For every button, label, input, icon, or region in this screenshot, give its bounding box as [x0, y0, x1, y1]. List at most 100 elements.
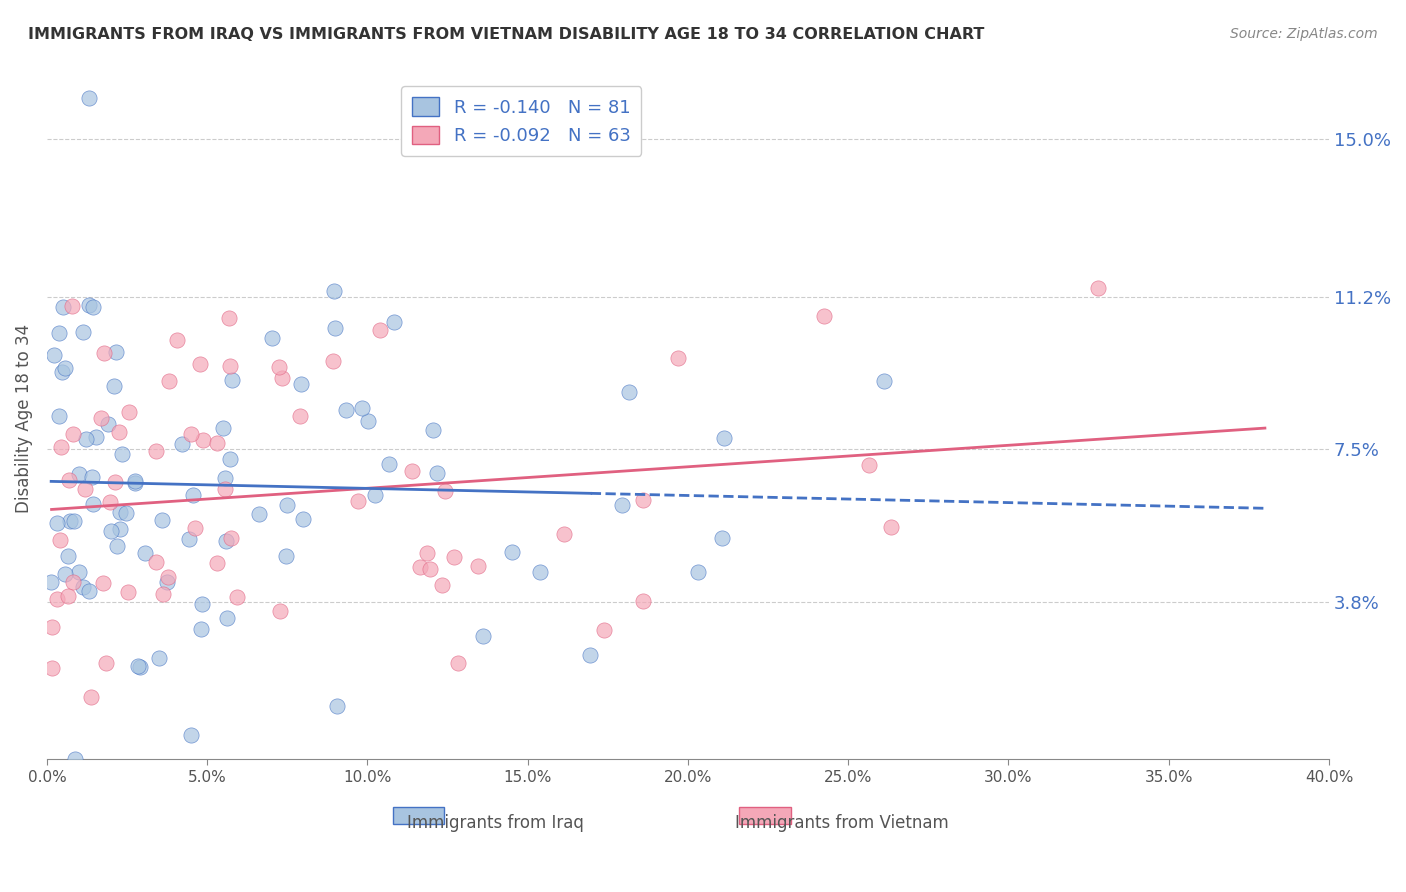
Point	[247, 507, 270, 521]
Point	[104, 475, 127, 490]
Point	[368, 323, 391, 337]
Point	[58, 589, 80, 603]
Point	[214, 482, 236, 496]
Point	[48, 326, 70, 340]
Point	[292, 512, 315, 526]
Point	[214, 470, 236, 484]
Point	[219, 452, 242, 467]
Point	[82, 497, 104, 511]
Point	[82, 300, 104, 314]
Point	[51, 366, 73, 380]
Point	[62, 514, 84, 528]
Point	[467, 558, 489, 573]
Point	[813, 309, 835, 323]
Point	[472, 629, 495, 643]
Point	[145, 444, 167, 458]
Point	[103, 378, 125, 392]
Point	[177, 532, 200, 546]
FancyBboxPatch shape	[740, 807, 790, 824]
Point	[447, 656, 470, 670]
Point	[419, 562, 441, 576]
Point	[105, 539, 128, 553]
Point	[610, 498, 633, 512]
Point	[97, 417, 120, 431]
Point	[90, 411, 112, 425]
Point	[166, 333, 188, 347]
Point	[41, 661, 63, 675]
Point	[53, 361, 76, 376]
Point	[58, 473, 80, 487]
Point	[221, 373, 243, 387]
Point	[430, 578, 453, 592]
Point	[75, 432, 97, 446]
Point	[108, 522, 131, 536]
Point	[434, 484, 457, 499]
Point	[100, 524, 122, 539]
Point	[108, 425, 131, 439]
Point	[42, 348, 65, 362]
Point	[191, 434, 214, 448]
Point	[323, 320, 346, 334]
Point	[688, 565, 710, 579]
Text: Immigrants from Vietnam: Immigrants from Vietnam	[735, 814, 949, 832]
Point	[378, 457, 401, 471]
Point	[93, 576, 115, 591]
Point	[364, 487, 387, 501]
Point	[96, 656, 118, 670]
Point	[211, 421, 233, 435]
Point	[180, 728, 202, 742]
Point	[150, 513, 173, 527]
Point	[290, 409, 312, 423]
Point	[170, 436, 193, 450]
Point	[180, 426, 202, 441]
Point	[191, 597, 214, 611]
Point	[593, 623, 616, 637]
Point	[426, 467, 449, 481]
Point	[322, 354, 344, 368]
Point	[188, 357, 211, 371]
Point	[219, 359, 242, 374]
Point	[67, 467, 90, 482]
Point	[350, 401, 373, 415]
Point	[124, 474, 146, 488]
Text: Immigrants from Iraq: Immigrants from Iraq	[408, 814, 583, 832]
Point	[124, 475, 146, 490]
Point	[63, 752, 86, 766]
Point	[114, 506, 136, 520]
Point	[617, 385, 640, 400]
Text: Source: ZipAtlas.com: Source: ZipAtlas.com	[1230, 27, 1378, 41]
Point	[422, 423, 444, 437]
Point	[215, 533, 238, 548]
Point	[858, 458, 880, 473]
Point	[77, 91, 100, 105]
Point	[45, 516, 67, 530]
Point	[880, 520, 903, 534]
Point	[84, 429, 107, 443]
Point	[190, 622, 212, 636]
Point	[713, 432, 735, 446]
Point	[710, 531, 733, 545]
Point	[184, 521, 207, 535]
Point	[205, 556, 228, 570]
Point	[145, 555, 167, 569]
Point	[382, 315, 405, 329]
Point	[501, 545, 523, 559]
Point	[80, 690, 103, 704]
Point	[73, 483, 96, 497]
Point	[271, 371, 294, 385]
Point	[49, 440, 72, 454]
Point	[631, 594, 654, 608]
Point	[409, 560, 432, 574]
Point	[117, 585, 139, 599]
Point	[127, 658, 149, 673]
Text: IMMIGRANTS FROM IRAQ VS IMMIGRANTS FROM VIETNAM DISABILITY AGE 18 TO 34 CORRELAT: IMMIGRANTS FROM IRAQ VS IMMIGRANTS FROM …	[28, 27, 984, 42]
Point	[633, 493, 655, 508]
Point	[181, 487, 204, 501]
Legend: R = -0.140   N = 81, R = -0.092   N = 63: R = -0.140 N = 81, R = -0.092 N = 63	[401, 87, 641, 156]
Point	[215, 610, 238, 624]
Point	[347, 493, 370, 508]
Point	[56, 549, 79, 564]
Point	[269, 604, 291, 618]
Point	[226, 590, 249, 604]
Point	[335, 403, 357, 417]
